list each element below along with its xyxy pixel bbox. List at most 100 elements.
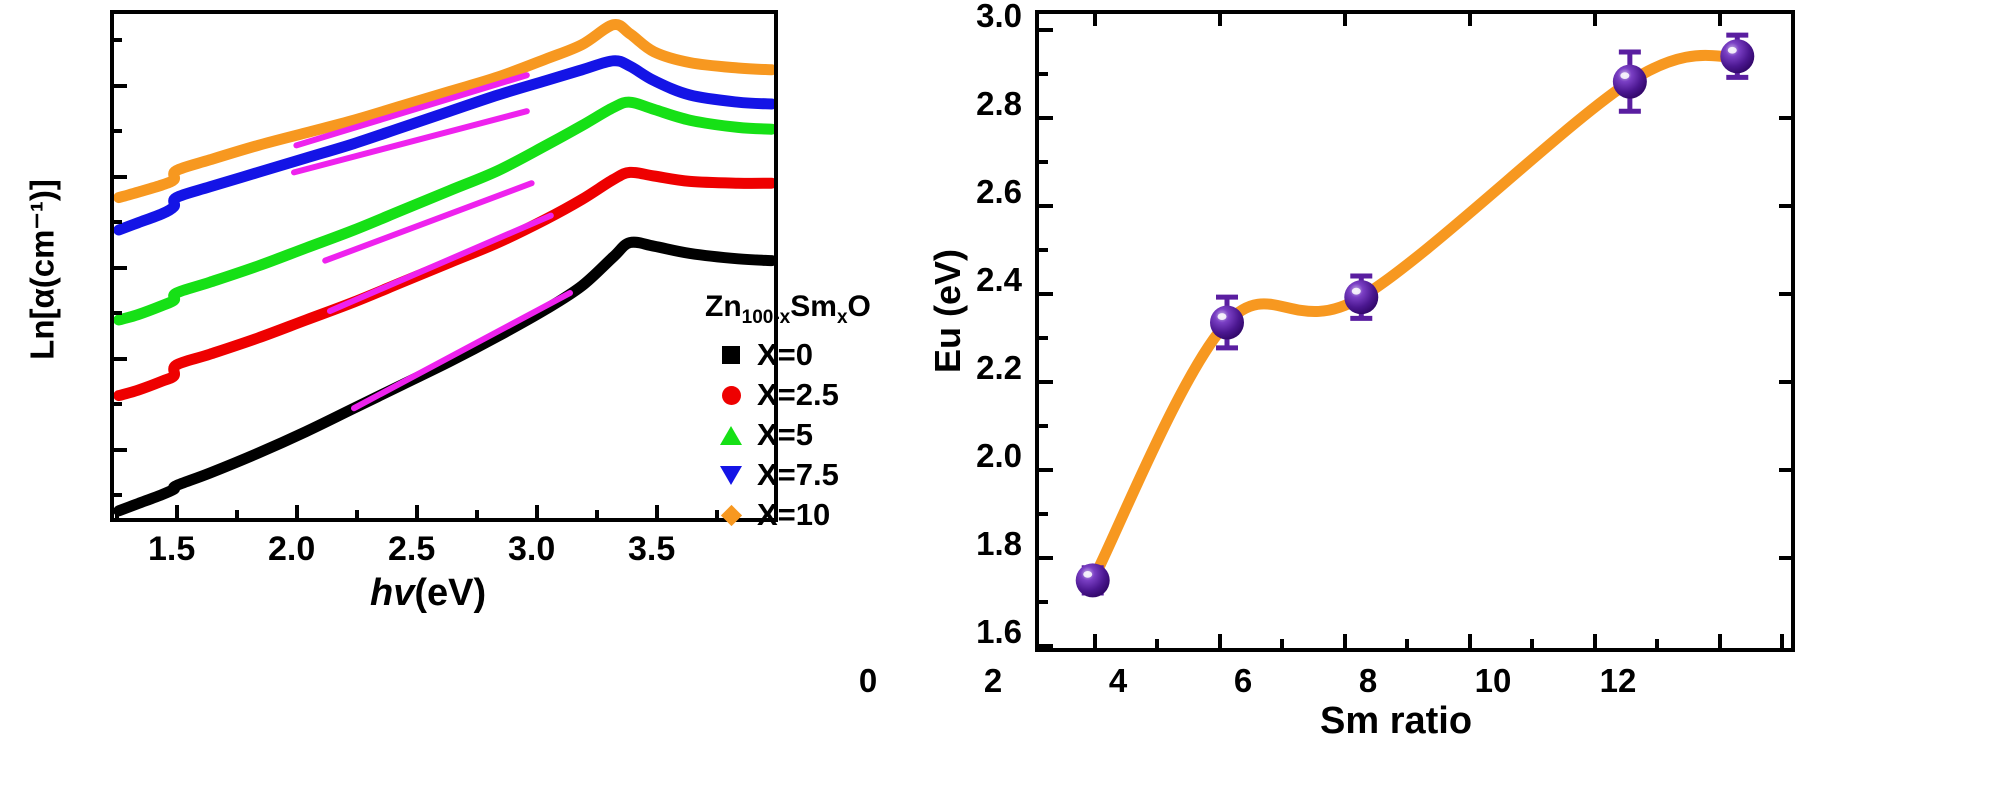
legend-label: X=2.5 [757, 377, 839, 412]
triangle-up-marker-icon [705, 425, 757, 445]
panel-b-xtick-major [1780, 634, 1784, 648]
panel-a: a 7.5 7.0 6.5 6.0 5.5 1.5 2.0 2.5 3.0 3.… [0, 0, 871, 802]
panel-b-scatter [1075, 32, 1755, 598]
panel-b-xtick-label: 2 [983, 662, 1003, 699]
panel-b-ytick-major [1039, 116, 1053, 120]
panel-b-xtick-minor [1530, 639, 1534, 648]
panel-b-righttick [1779, 292, 1791, 296]
panel-a-legend: Zn100-xSmxO X=0 X=2.5 X=5 X=7.5 X=10 [705, 290, 905, 535]
panel-b-x-axis-title: Sm ratio [1320, 700, 1473, 742]
panel-a-xtick-major [175, 505, 179, 518]
panel-a-ytick-major [114, 266, 127, 270]
panel-a-xtick-minor [715, 510, 719, 518]
panel-b-ytick-label: 2.2 [976, 349, 1022, 386]
panel-a-ytick-minor [114, 38, 122, 42]
panel-a-x-axis-title: hv(eV) [370, 572, 486, 615]
panel-b-ytick-label: 1.6 [976, 613, 1022, 650]
panel-b-ytick-label: 2.4 [976, 261, 1022, 298]
panel-b-righttick [1779, 556, 1791, 560]
panel-a-ytick-major [114, 84, 127, 88]
circle-marker-icon [705, 385, 757, 405]
panel-b-ytick-label: 2.8 [976, 85, 1022, 122]
legend-title-sub-x: x [836, 307, 848, 328]
panel-b-xtick-minor [1280, 639, 1284, 648]
panel-a-y-axis-title: Ln[α(cm⁻¹)] [23, 179, 61, 360]
legend-title-zn: Zn [705, 290, 742, 323]
panel-a-x-axis-title-unit: (eV) [414, 572, 487, 614]
panel-b-xtick-label: 12 [1599, 662, 1637, 699]
legend-item-x10[interactable]: X=10 [705, 495, 905, 535]
panel-b-righttick [1779, 468, 1791, 472]
panel-b-toptick [1593, 14, 1597, 26]
panel-b-xtick-minor [1405, 639, 1409, 648]
panel-b-ytick-major [1039, 380, 1053, 384]
legend-title-o: O [847, 290, 871, 323]
panel-b-xtick-label: 4 [1108, 662, 1128, 699]
square-marker-icon [705, 346, 757, 364]
panel-a-ytick-major [114, 357, 127, 361]
panel-b-ytick-label: 2.6 [976, 173, 1022, 210]
legend-title-sub-100x: 100-x [741, 307, 791, 328]
panel-a-plot-area [110, 10, 778, 522]
panel-a-xtick-label: 1.5 [148, 530, 196, 568]
panel-b-ytick-minor [1039, 160, 1048, 164]
panel-a-xtick-major [655, 505, 659, 518]
panel-b-ytick-minor [1039, 600, 1048, 604]
panel-a-xtick-minor [595, 510, 599, 518]
panel-b-xtick-label: 0 [858, 662, 878, 699]
panel-a-xtick-label: 3.0 [508, 530, 556, 568]
panel-b-xtick-label: 10 [1474, 662, 1512, 699]
panel-a-xtick-minor [235, 510, 239, 518]
panel-a-ytick-minor [114, 402, 122, 406]
panel-b-ytick-major [1039, 556, 1053, 560]
panel-b-ytick-minor [1039, 248, 1048, 252]
legend-label: X=10 [757, 497, 831, 532]
legend-label: X=0 [757, 337, 814, 372]
panel-b-toptick [1093, 14, 1097, 26]
legend-title: Zn100-xSmxO [705, 290, 905, 329]
triangle-down-marker-icon [705, 465, 757, 485]
panel-b-ytick-label: 2.0 [976, 437, 1022, 474]
panel-a-xtick-label: 2.5 [388, 530, 436, 568]
panel-a-x-axis-title-italic: hv [370, 572, 415, 614]
panel-b-ytick-label: 1.8 [976, 525, 1022, 562]
panel-a-xtick-minor [475, 510, 479, 518]
legend-item-x5[interactable]: X=5 [705, 415, 905, 455]
panel-b-toptick [1468, 14, 1472, 26]
panel-b-righttick [1779, 204, 1791, 208]
panel-b-xtick-major [1343, 634, 1347, 648]
legend-item-x0[interactable]: X=0 [705, 335, 905, 375]
panel-b-ytick-minor [1039, 424, 1048, 428]
legend-item-x7-5[interactable]: X=7.5 [705, 455, 905, 495]
diamond-marker-icon [705, 504, 757, 526]
panel-b-xtick-minor [1155, 639, 1159, 648]
panel-b-toptick [1218, 14, 1222, 26]
panel-a-xtick-major [415, 505, 419, 518]
panel-b-righttick [1779, 116, 1791, 120]
panel-a-xtick-major [535, 505, 539, 518]
panel-b-ytick-minor [1039, 512, 1048, 516]
panel-a-xtick-label: 2.0 [268, 530, 316, 568]
panel-b-xtick-minor [1655, 639, 1659, 648]
panel-b-righttick [1779, 380, 1791, 384]
panel-b-ytick-major [1039, 468, 1053, 472]
panel-a-ytick-major [114, 175, 127, 179]
panel-b-toptick [1343, 14, 1347, 26]
panel-a-ytick-minor [114, 311, 122, 315]
panel-b-toptick [1718, 14, 1722, 26]
panel-b-y-axis-title: Eu (eV) [927, 249, 968, 374]
panel-a-ytick-minor [114, 129, 122, 133]
panel-b-xtick-major [1718, 634, 1722, 648]
legend-title-sm: Sm [790, 290, 837, 323]
panel-b-xtick-label: 8 [1358, 662, 1378, 699]
panel-a-xtick-label: 3.5 [628, 530, 676, 568]
panel-b-ytick-minor [1039, 72, 1048, 76]
legend-label: X=5 [757, 417, 814, 452]
panel-b-ytick-major [1039, 204, 1053, 208]
panel-b-ytick-major [1039, 644, 1053, 648]
legend-item-x2-5[interactable]: X=2.5 [705, 375, 905, 415]
panel-b-ytick-major [1039, 292, 1053, 296]
panel-b-ytick-label: 3.0 [976, 0, 1022, 34]
panel-a-xtick-major [295, 505, 299, 518]
